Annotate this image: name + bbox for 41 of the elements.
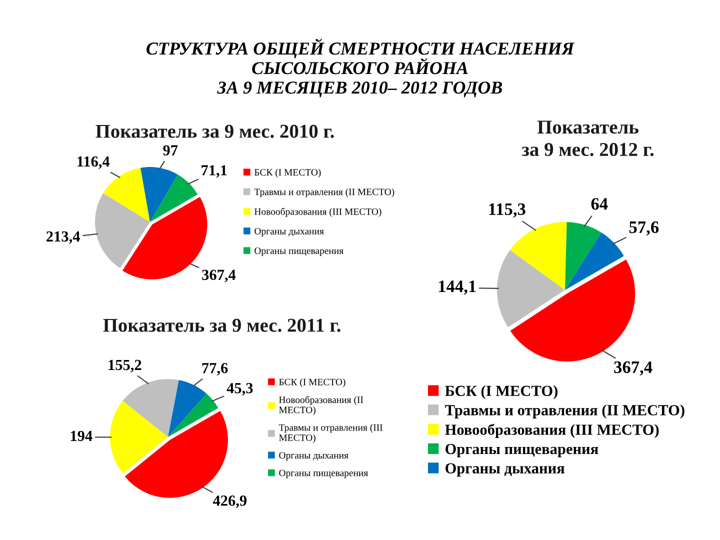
data-label: 213,4	[46, 231, 80, 244]
data-label: 45,3	[226, 383, 253, 396]
legend-label: БСК (I МЕСТО)	[254, 168, 321, 178]
pie-slice	[103, 168, 150, 222]
data-label: 71,1	[202, 165, 227, 178]
legend-label: Травмы и отравления (II МЕСТО)	[254, 188, 394, 198]
data-label: 57,6	[629, 221, 659, 236]
legend-label: БСК (I МЕСТО)	[445, 385, 558, 400]
data-label: 155,2	[108, 360, 142, 372]
data-label: 64	[591, 198, 608, 210]
chart-title: Показатель за 9 мес. 2010 г.	[96, 124, 334, 138]
legend-label: Органы дыхания	[279, 452, 348, 461]
legend-label: Органы пищеварения	[446, 444, 598, 458]
text: СТРУКТУРА ОБЩЕЙ СМЕРТНОСТИ НАСЕЛЕНИЯ СЫСОЛЬСКОГО РАЙОНА ЗА 9 МЕСЯЦЕВ 2010– 2012 ГОДОВ	[146, 38, 575, 98]
legend-label: Травмы и отравления (III МЕСТО)	[278, 424, 382, 443]
data-label: 97	[163, 145, 178, 156]
pie-slice	[110, 400, 168, 474]
data-label: 194	[70, 430, 92, 442]
data-label: 367,4	[202, 270, 236, 282]
pie-slice	[140, 167, 178, 222]
pie-slice	[122, 379, 179, 437]
data-label: 115,3	[489, 203, 526, 218]
data-label: 116,4	[78, 156, 110, 169]
pie-slice	[168, 380, 207, 437]
legend-label: Органы дыхания	[446, 463, 564, 477]
legend-label: Травмы и отравления (II МЕСТО)	[445, 404, 684, 418]
data-label: 144,1	[438, 280, 476, 295]
legend-label: Органы дыхания	[254, 228, 324, 236]
chart-title: Показатель за 9 мес. 2011 г.	[103, 318, 340, 332]
pie-slice	[168, 394, 218, 437]
legend-label: Органы пищеварения	[279, 470, 368, 478]
data-label: 426,9	[212, 496, 247, 508]
data-label: 367,4	[614, 361, 652, 376]
legend-label: БСК (I МЕСТО)	[279, 378, 346, 388]
chart-title: Показатель за 9 мес. 2012 г.	[522, 120, 654, 156]
legend-label: Органы пищеварения	[254, 248, 344, 256]
legend-label: Новообразования (II МЕСТО)	[279, 396, 364, 416]
legend-label: Новообразования (III МЕСТО)	[254, 208, 382, 217]
data-label: 77,6	[202, 362, 228, 376]
legend-label: Новообразования (III МЕСТО)	[445, 424, 659, 438]
pie-slice	[150, 174, 198, 222]
